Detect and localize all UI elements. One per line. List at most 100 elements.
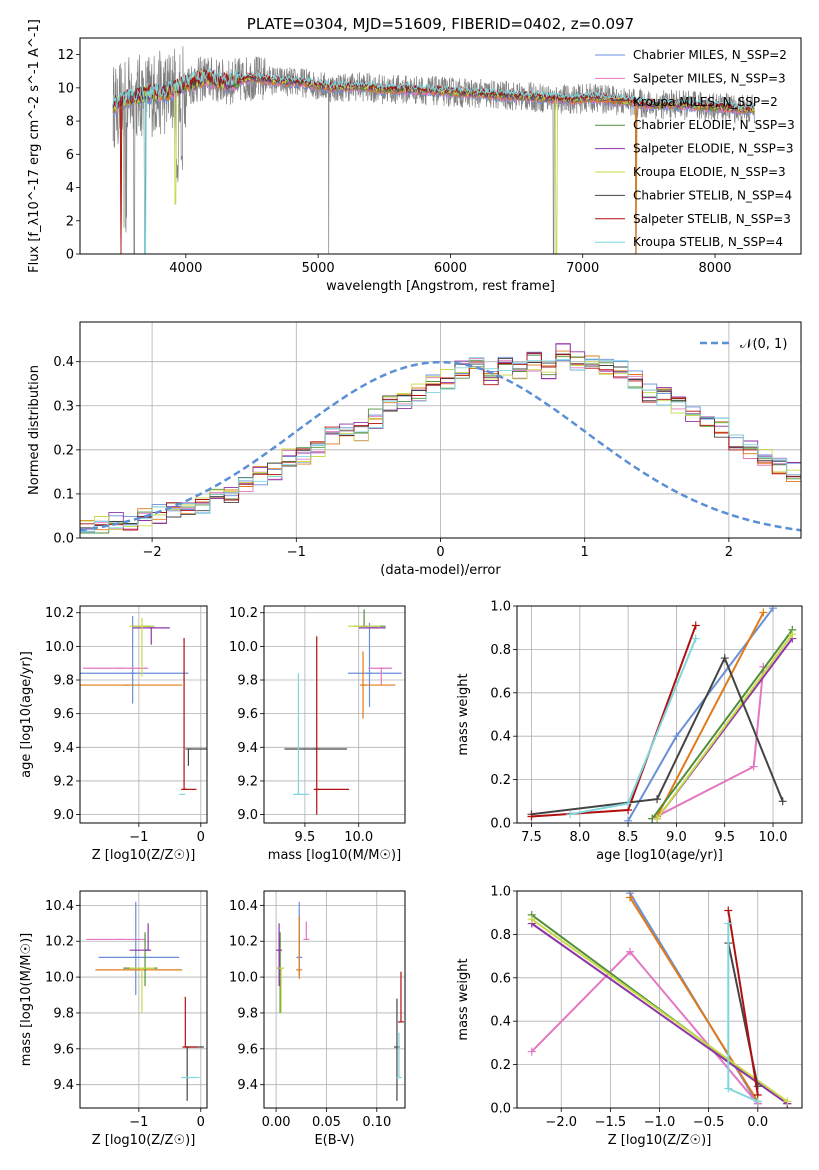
weight-marker-8 (724, 906, 733, 915)
legend-entry-9: Kroupa STELIB, N_SSP=4 (633, 235, 783, 249)
weight-marker-3 (759, 608, 768, 617)
histogram-6 (80, 354, 801, 531)
weight-marker-9 (724, 1084, 733, 1093)
legend-entry-5: Salpeter ELODIE, N_SSP=3 (633, 142, 794, 156)
y-tick-label: 6 (66, 148, 74, 163)
z-weight-chart: −2.0 −1.5 −1.0 −0.5 0.0 0.0 0.2 0.4 0.6 0.8 1.0 Z [… (456, 885, 803, 1148)
y-axis-label: mass [log10(M/M☉)] (19, 933, 34, 1066)
x-tick-label: 10.0 (759, 830, 788, 845)
weight-line-4 (651, 629, 794, 820)
weight-marker-6 (783, 1097, 792, 1106)
histogram-8 (80, 352, 801, 531)
y-tick-label: 0.3 (53, 399, 74, 414)
x-tick-label: 9.5 (295, 830, 316, 845)
chart-title: PLATE=0304, MJD=51609, FIBERID=0402, z=0… (247, 15, 634, 33)
histogram-9 (80, 356, 801, 532)
y-tick-label: 9.8 (237, 1006, 258, 1021)
y-tick-label: 10.0 (45, 971, 74, 986)
weight-marker-7 (653, 795, 662, 804)
y-tick-label: 9.4 (53, 1078, 74, 1093)
weight-marker-9 (724, 919, 733, 928)
x-tick-label: 6000 (434, 261, 467, 276)
weight-marker-6 (653, 814, 662, 823)
weight-marker-9 (691, 634, 700, 643)
weight-marker-7 (778, 797, 787, 806)
z-age-chart: −1 0 9.0 9.2 9.4 9.6 9.8 10.0 10.2 Z [log10(Z/Z☉)… (19, 605, 208, 863)
y-tick-label: 0.0 (490, 1102, 511, 1117)
histogram-4 (80, 354, 801, 534)
x-tick-label: −1 (287, 545, 306, 560)
legend-entry-1: Chabrier MILES, N_SSP=2 (633, 48, 787, 62)
x-tick-label: 10.0 (344, 830, 373, 845)
x-tick-label: 5000 (302, 261, 335, 276)
weight-marker-2 (749, 762, 758, 771)
y-axis-label: Normed distribution (27, 365, 42, 495)
legend-entry-3: Kroupa MILES, N_SSP=2 (633, 95, 778, 109)
x-axis-label: Z [log10(Z/Z☉)] (92, 848, 196, 863)
y-tick-label: 1.0 (490, 600, 511, 615)
x-tick-label: 4000 (169, 261, 202, 276)
y-tick-label: 9.6 (53, 1042, 74, 1057)
axes-frame (263, 605, 406, 824)
y-tick-label: 9.4 (53, 741, 74, 756)
y-tick-label: 10.0 (45, 640, 74, 655)
weight-marker-1 (624, 816, 633, 823)
y-tick-label: 10.4 (45, 899, 74, 914)
y-axis-label: Flux [f_λ10^-17 erg cm^-2 s^-1 A^-1] (27, 19, 42, 273)
y-tick-label: 0.6 (490, 971, 511, 986)
y-tick-label: 10.4 (229, 899, 258, 914)
x-axis-label: E(B-V) (314, 1133, 354, 1148)
x-tick-label: 0 (197, 830, 205, 845)
y-tick-label: 9.8 (237, 674, 258, 689)
y-tick-label: 0.6 (490, 686, 511, 701)
y-tick-label: 1.0 (490, 885, 511, 900)
weight-line-6 (656, 633, 794, 820)
y-tick-label: 10 (57, 81, 74, 96)
y-axis-label: mass weight (456, 958, 471, 1040)
x-axis-label: age [log10(age/yr)] (596, 848, 723, 863)
residuals-chart: −2 −1 0 1 2 0.0 0.1 0.2 0.3 0.4 (data-model)/error… (27, 321, 802, 578)
weight-marker-2 (527, 1047, 536, 1056)
x-axis-label: Z [log10(Z/Z☉)] (92, 1133, 196, 1148)
y-tick-label: 9.6 (53, 707, 74, 722)
y-tick-label: 9.8 (53, 674, 74, 689)
weight-marker-7 (720, 654, 729, 663)
y-tick-label: 0.2 (53, 443, 74, 458)
axes-frame (263, 890, 406, 1109)
y-tick-label: 0.0 (53, 532, 74, 547)
weight-marker-1 (769, 606, 778, 613)
y-tick-label: 4 (66, 181, 74, 196)
legend-entry-6: Kroupa ELODIE, N_SSP=3 (633, 165, 786, 179)
y-tick-label: 9.4 (237, 1078, 258, 1093)
x-tick-label: 0.10 (362, 1115, 391, 1130)
y-tick-label: 0.0 (490, 817, 511, 832)
x-tick-label: −1.5 (595, 1115, 627, 1130)
x-axis-label: Z [log10(Z/Z☉)] (608, 1133, 712, 1148)
weight-marker-9 (566, 810, 575, 819)
y-tick-label: 0.8 (490, 928, 511, 943)
plot-area (86, 901, 204, 1101)
y-tick-label: 12 (57, 48, 74, 63)
y-axis-label: age [log10(age/yr)] (19, 651, 34, 778)
legend-entry-2: Salpeter MILES, N_SSP=3 (633, 71, 786, 85)
ebv-mass-chart: 0.00 0.05 0.10 9.4 9.6 9.8 10.0 10.2 10.4 E(B-V) (229, 890, 406, 1148)
legend-entry-4: Chabrier ELODIE, N_SSP=3 (633, 118, 795, 132)
x-tick-label: 8000 (698, 261, 731, 276)
x-tick-label: 2 (725, 545, 733, 560)
x-tick-label: 0 (436, 545, 444, 560)
y-tick-label: 0.2 (490, 1058, 511, 1073)
y-tick-label: 0.1 (53, 487, 74, 502)
y-tick-label: 9.8 (53, 1006, 74, 1021)
y-tick-label: 9.2 (53, 774, 74, 789)
weight-marker-3 (626, 893, 635, 902)
y-tick-label: 8 (66, 115, 74, 130)
y-tick-label: 9.0 (237, 808, 258, 823)
x-tick-label: −1 (129, 1115, 148, 1130)
legend: 𝒩(0, 1) (700, 337, 787, 352)
weight-line-9 (569, 638, 697, 816)
x-tick-label: 0.00 (262, 1115, 291, 1130)
y-tick-label: 10.2 (45, 935, 74, 950)
plot-area (112, 46, 756, 254)
y-axis-label: mass weight (456, 673, 471, 755)
